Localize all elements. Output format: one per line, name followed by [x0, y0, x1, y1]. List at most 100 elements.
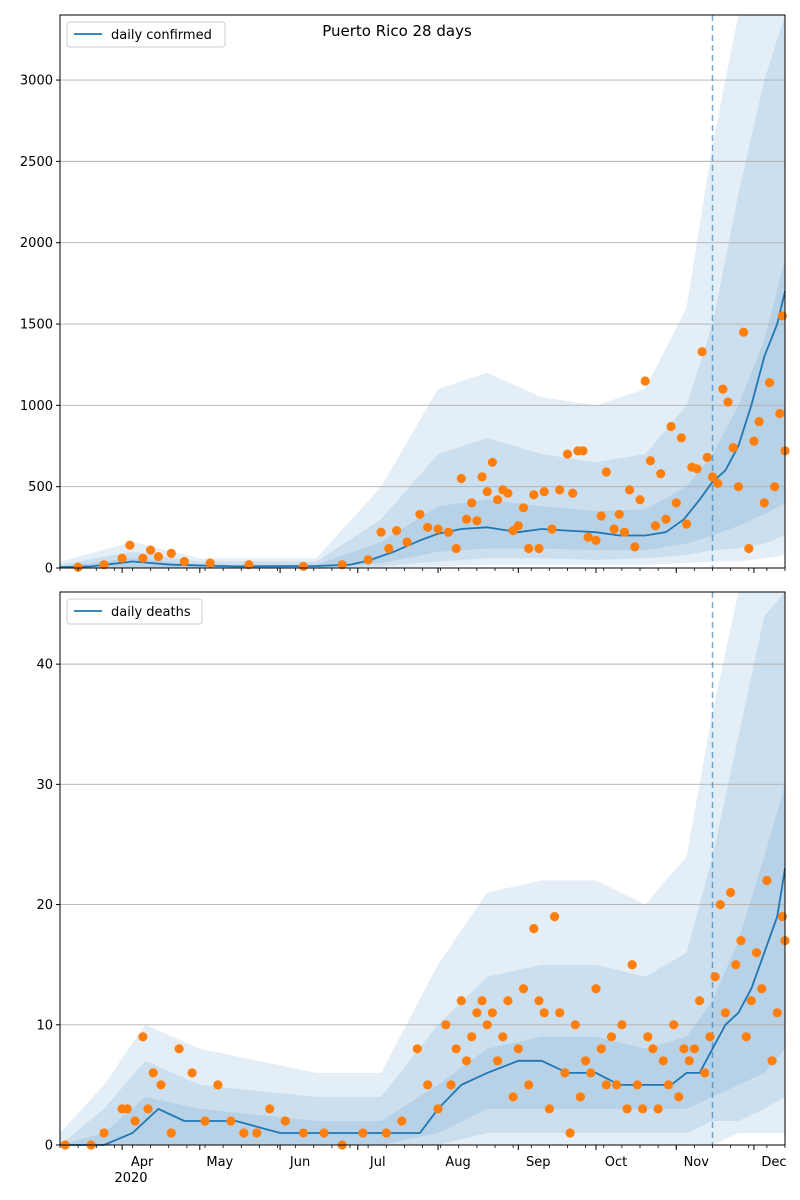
deaths-observed-point [658, 1056, 668, 1066]
deaths-observed-point [446, 1080, 456, 1090]
confirmed-observed-point [713, 478, 723, 488]
deaths-observed-point [534, 996, 544, 1006]
confirmed-observed-point [650, 521, 661, 531]
deaths-observed-point [746, 996, 756, 1006]
deaths-observed-point [757, 984, 767, 994]
confirmed-observed-point [487, 457, 497, 467]
deaths-observed-point [518, 984, 529, 994]
confirmed-observed-point [467, 498, 477, 508]
deaths-observed-point [772, 1008, 782, 1018]
confirmed-observed-point [138, 553, 148, 563]
confirmed-observed-point [723, 397, 733, 407]
confirmed-observed-point [697, 347, 707, 357]
confirmed-observed-point [583, 532, 593, 542]
confirmed-observed-point [376, 527, 386, 537]
deaths-observed-point [423, 1080, 433, 1090]
confirmed-observed-point [363, 555, 373, 565]
deaths-observed-point [669, 1020, 679, 1030]
confirmed-observed-point [625, 485, 635, 495]
confirmed-observed-point [666, 421, 676, 432]
confirmed-observed-point [759, 498, 769, 508]
confirmed-observed-point [656, 469, 666, 479]
deaths-observed-points [60, 875, 790, 1150]
deaths-y-tick-label: 20 [36, 898, 53, 913]
confirmed-observed-point [451, 543, 461, 554]
confirmed-observed-point [609, 524, 619, 534]
confirmed-observed-point [770, 482, 780, 492]
confirmed-observed-point [534, 543, 544, 554]
deaths-observed-point [467, 1032, 477, 1042]
deaths-observed-point [777, 912, 788, 922]
deaths-observed-point [544, 1104, 555, 1114]
deaths-observed-point [710, 972, 720, 982]
confirmed-band-3 [60, 15, 785, 568]
deaths-observed-point [679, 1044, 689, 1054]
deaths-x-axis: Apr May Jun Jul Aug Sep Oct Nov Dec [59, 1145, 787, 1170]
confirmed-y-tick-label: 3000 [20, 74, 53, 89]
deaths-observed-point [643, 1032, 653, 1042]
deaths-observed-point [648, 1044, 658, 1054]
confirmed-observed-point [645, 456, 656, 466]
deaths-band-2 [60, 592, 785, 1145]
confirmed-observed-point [728, 443, 738, 453]
confirmed-observed-point [754, 417, 764, 427]
deaths-observed-point [143, 1104, 153, 1114]
confirmed-observed-point [244, 560, 254, 570]
confirmed-observed-point [402, 537, 412, 547]
deaths-observed-point [555, 1008, 565, 1018]
x-axis-year-label: 2020 [114, 1171, 147, 1186]
deaths-observed-point [503, 996, 513, 1006]
deaths-x-tick-label: Jun [289, 1155, 310, 1170]
deaths-y-tick-label: 10 [36, 1018, 53, 1033]
confirmed-observed-point [482, 487, 492, 497]
deaths-observed-point [612, 1080, 622, 1090]
deaths-observed-point [638, 1104, 648, 1114]
confirmed-panel: 0 500 1000 1500 2000 2500 3000 Puerto Rico 28 … [20, 14, 790, 577]
deaths-observed-point [239, 1128, 249, 1138]
deaths-x-tick-label: Nov [684, 1155, 710, 1170]
deaths-observed-point [627, 960, 637, 970]
confirmed-observed-point [614, 509, 624, 519]
confirmed-y-tick-label: 500 [28, 480, 53, 495]
deaths-observed-point [726, 887, 736, 898]
deaths-observed-point [751, 948, 762, 958]
deaths-observed-point [166, 1128, 176, 1138]
confirmed-observed-point [337, 560, 347, 570]
deaths-observed-point [565, 1128, 575, 1138]
deaths-observed-point [319, 1128, 329, 1138]
confirmed-observed-point [562, 449, 573, 459]
confirmed-observed-point [472, 516, 482, 526]
confirmed-y-tick-label: 2000 [20, 236, 53, 251]
confirmed-observed-point [205, 558, 215, 568]
deaths-panel: 0 10 20 30 40 Apr May Jun Jul Aug Sep Oct Nov Dec da… [36, 591, 790, 1186]
deaths-y-axis: 0 10 20 30 40 [36, 658, 60, 1154]
deaths-x-tick-label: Sep [526, 1155, 551, 1170]
deaths-observed-point [456, 996, 466, 1006]
deaths-observed-point [695, 996, 705, 1006]
confirmed-observed-point [707, 472, 718, 482]
confirmed-observed-point [146, 545, 156, 555]
confirmed-gridlines [60, 79, 785, 488]
confirmed-observed-point [718, 384, 728, 394]
confirmed-observed-point [578, 446, 588, 456]
deaths-y-tick-label: 30 [36, 778, 53, 793]
deaths-observed-point [591, 984, 601, 994]
confirmed-observed-point [461, 514, 472, 524]
deaths-y-tick-label: 0 [45, 1139, 53, 1154]
deaths-observed-point [187, 1068, 197, 1078]
deaths-observed-point [715, 900, 725, 910]
deaths-observed-point [539, 1008, 549, 1018]
deaths-observed-point [213, 1080, 223, 1090]
confirmed-observed-point [539, 487, 549, 497]
confirmed-observed-point [692, 464, 702, 474]
deaths-observed-point [156, 1080, 166, 1090]
deaths-observed-point [148, 1068, 158, 1078]
confirmed-observed-point [682, 519, 692, 529]
deaths-band-1 [60, 784, 785, 1145]
deaths-legend: daily deaths [66, 598, 203, 625]
deaths-observed-point [441, 1020, 451, 1030]
confirmed-observed-point [640, 376, 650, 386]
deaths-observed-point [617, 1020, 627, 1030]
deaths-legend-box [66, 598, 203, 625]
